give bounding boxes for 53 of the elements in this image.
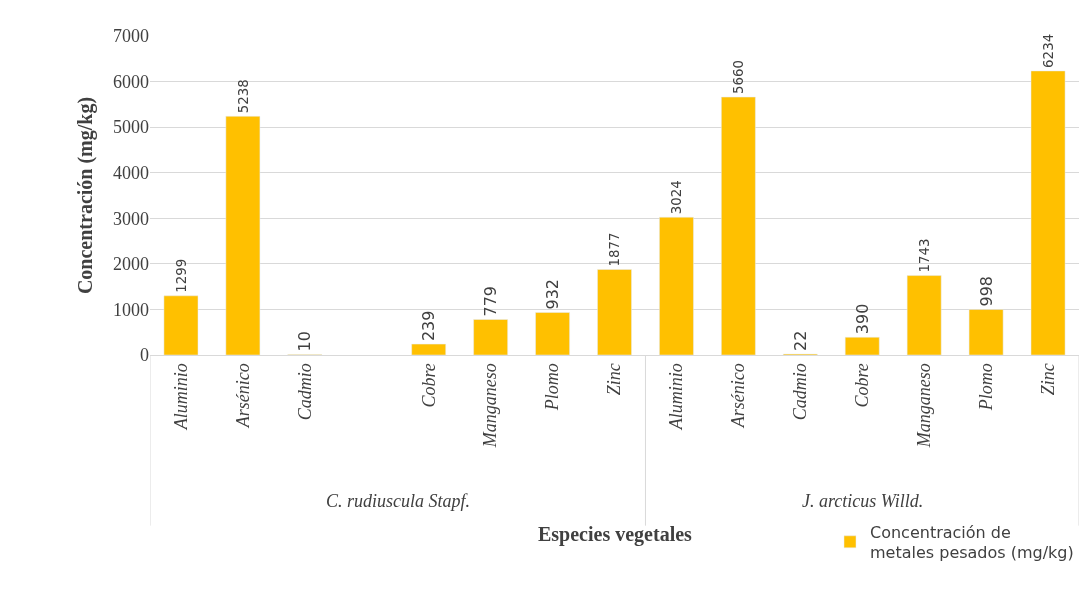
data-label: 998 [976,275,996,307]
data-label: 5660 [730,60,746,95]
data-label: 932 [543,278,563,310]
bar [597,269,632,355]
x-tick-label: Cadmio [790,363,811,421]
data-label: 3024 [669,180,685,215]
bar [659,216,694,355]
bar [163,295,199,355]
data-label: 10 [295,331,315,352]
bar [968,309,1004,355]
data-label: 1877 [607,232,623,267]
bar [844,336,880,355]
bar [225,116,261,355]
x-tick-label: Cobre [852,363,873,408]
x-tick-label: Plomo [542,363,563,412]
y-tick-label: 3000 [113,208,149,229]
x-tick-label: Cobre [418,363,439,408]
data-label: 390 [852,303,872,335]
y-tick-label: 7000 [113,26,149,47]
text: J. arcticus Willd. [802,491,924,511]
y-tick-label: 1000 [113,299,149,320]
y-tick-label: 0 [140,345,149,366]
y-tick-label: 4000 [113,163,149,184]
data-label: 6234 [1040,33,1056,68]
x-tick-label: Aluminio [666,363,687,431]
x-tick-label: Manganeso [914,363,935,449]
x-tick-label: Cadmio [294,363,315,421]
data-label: 1299 [173,258,189,293]
x-tick-label: Manganeso [480,363,501,449]
data-label: 1743 [916,238,932,273]
x-tick-label: Zinc [604,363,625,396]
x-axis-title: Especies vegetales [538,523,693,546]
legend-label: Concentración de metales pesados (mg/kg) [870,522,1074,563]
bar [721,96,756,355]
bar [411,343,446,355]
y-tick-label: 2000 [113,254,149,275]
bar [906,275,942,355]
data-label: 22 [790,330,810,351]
data-label: 5238 [235,79,251,114]
bar [1030,70,1066,355]
x-tick-label: Arsénico [728,363,749,429]
data-label: 779 [481,285,501,317]
bar [535,312,570,355]
y-tick-label: 5000 [113,117,149,138]
x-tick-label: Arsénico [232,363,253,429]
x-tick-label: Aluminio [170,363,191,431]
x-tick-label: Plomo [975,363,996,412]
text: C. rudiuscula Stapf. [326,491,471,511]
y-axis-title: Concentración (mg/kg) [73,96,97,295]
bar [473,319,508,355]
y-tick-label: 6000 [113,71,149,92]
data-label: 239 [419,310,439,342]
x-tick-label: Zinc [1037,363,1058,396]
